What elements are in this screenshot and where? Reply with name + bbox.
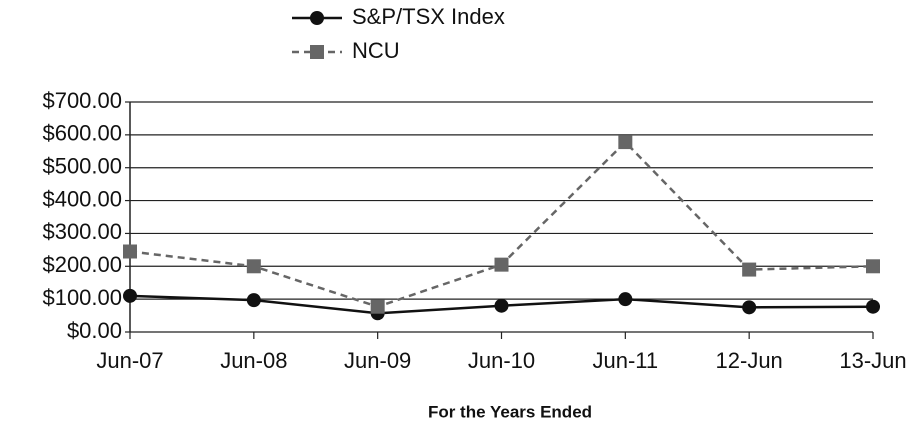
legend-marker — [310, 45, 324, 59]
data-point — [494, 298, 509, 313]
y-tick-label: $300.00 — [42, 219, 122, 244]
data-point — [618, 292, 633, 307]
data-point — [866, 259, 880, 274]
legend-marker — [310, 11, 324, 25]
legend-label: S&P/TSX Index — [352, 4, 505, 29]
y-tick-label: $600.00 — [42, 121, 122, 146]
data-point — [370, 299, 385, 314]
data-point — [123, 288, 137, 303]
data-point — [618, 135, 633, 150]
x-tick-label: 13-Jun — [839, 348, 906, 373]
data-point — [123, 244, 137, 259]
data-point — [742, 300, 757, 315]
x-tick-label: Jun-07 — [96, 348, 163, 373]
y-tick-label: $500.00 — [42, 154, 122, 179]
data-point — [866, 299, 880, 314]
data-point — [494, 257, 509, 272]
y-tick-label: $400.00 — [42, 186, 122, 211]
x-tick-label: Jun-10 — [468, 348, 535, 373]
x-tick-label: 12-Jun — [716, 348, 783, 373]
data-point — [246, 259, 261, 274]
y-tick-label: $200.00 — [42, 252, 122, 277]
x-tick-label: Jun-09 — [344, 348, 411, 373]
data-point — [742, 262, 757, 277]
series-line — [129, 140, 874, 309]
legend-label: NCU — [352, 38, 400, 63]
x-tick-label: Jun-08 — [220, 348, 287, 373]
data-point — [246, 293, 261, 308]
y-tick-label: $100.00 — [42, 285, 122, 310]
y-tick-label: $0.00 — [67, 318, 122, 343]
y-tick-label: $700.00 — [42, 88, 122, 113]
x-axis-label: For the Years Ended — [428, 402, 592, 421]
x-tick-label: Jun-11 — [593, 348, 659, 373]
